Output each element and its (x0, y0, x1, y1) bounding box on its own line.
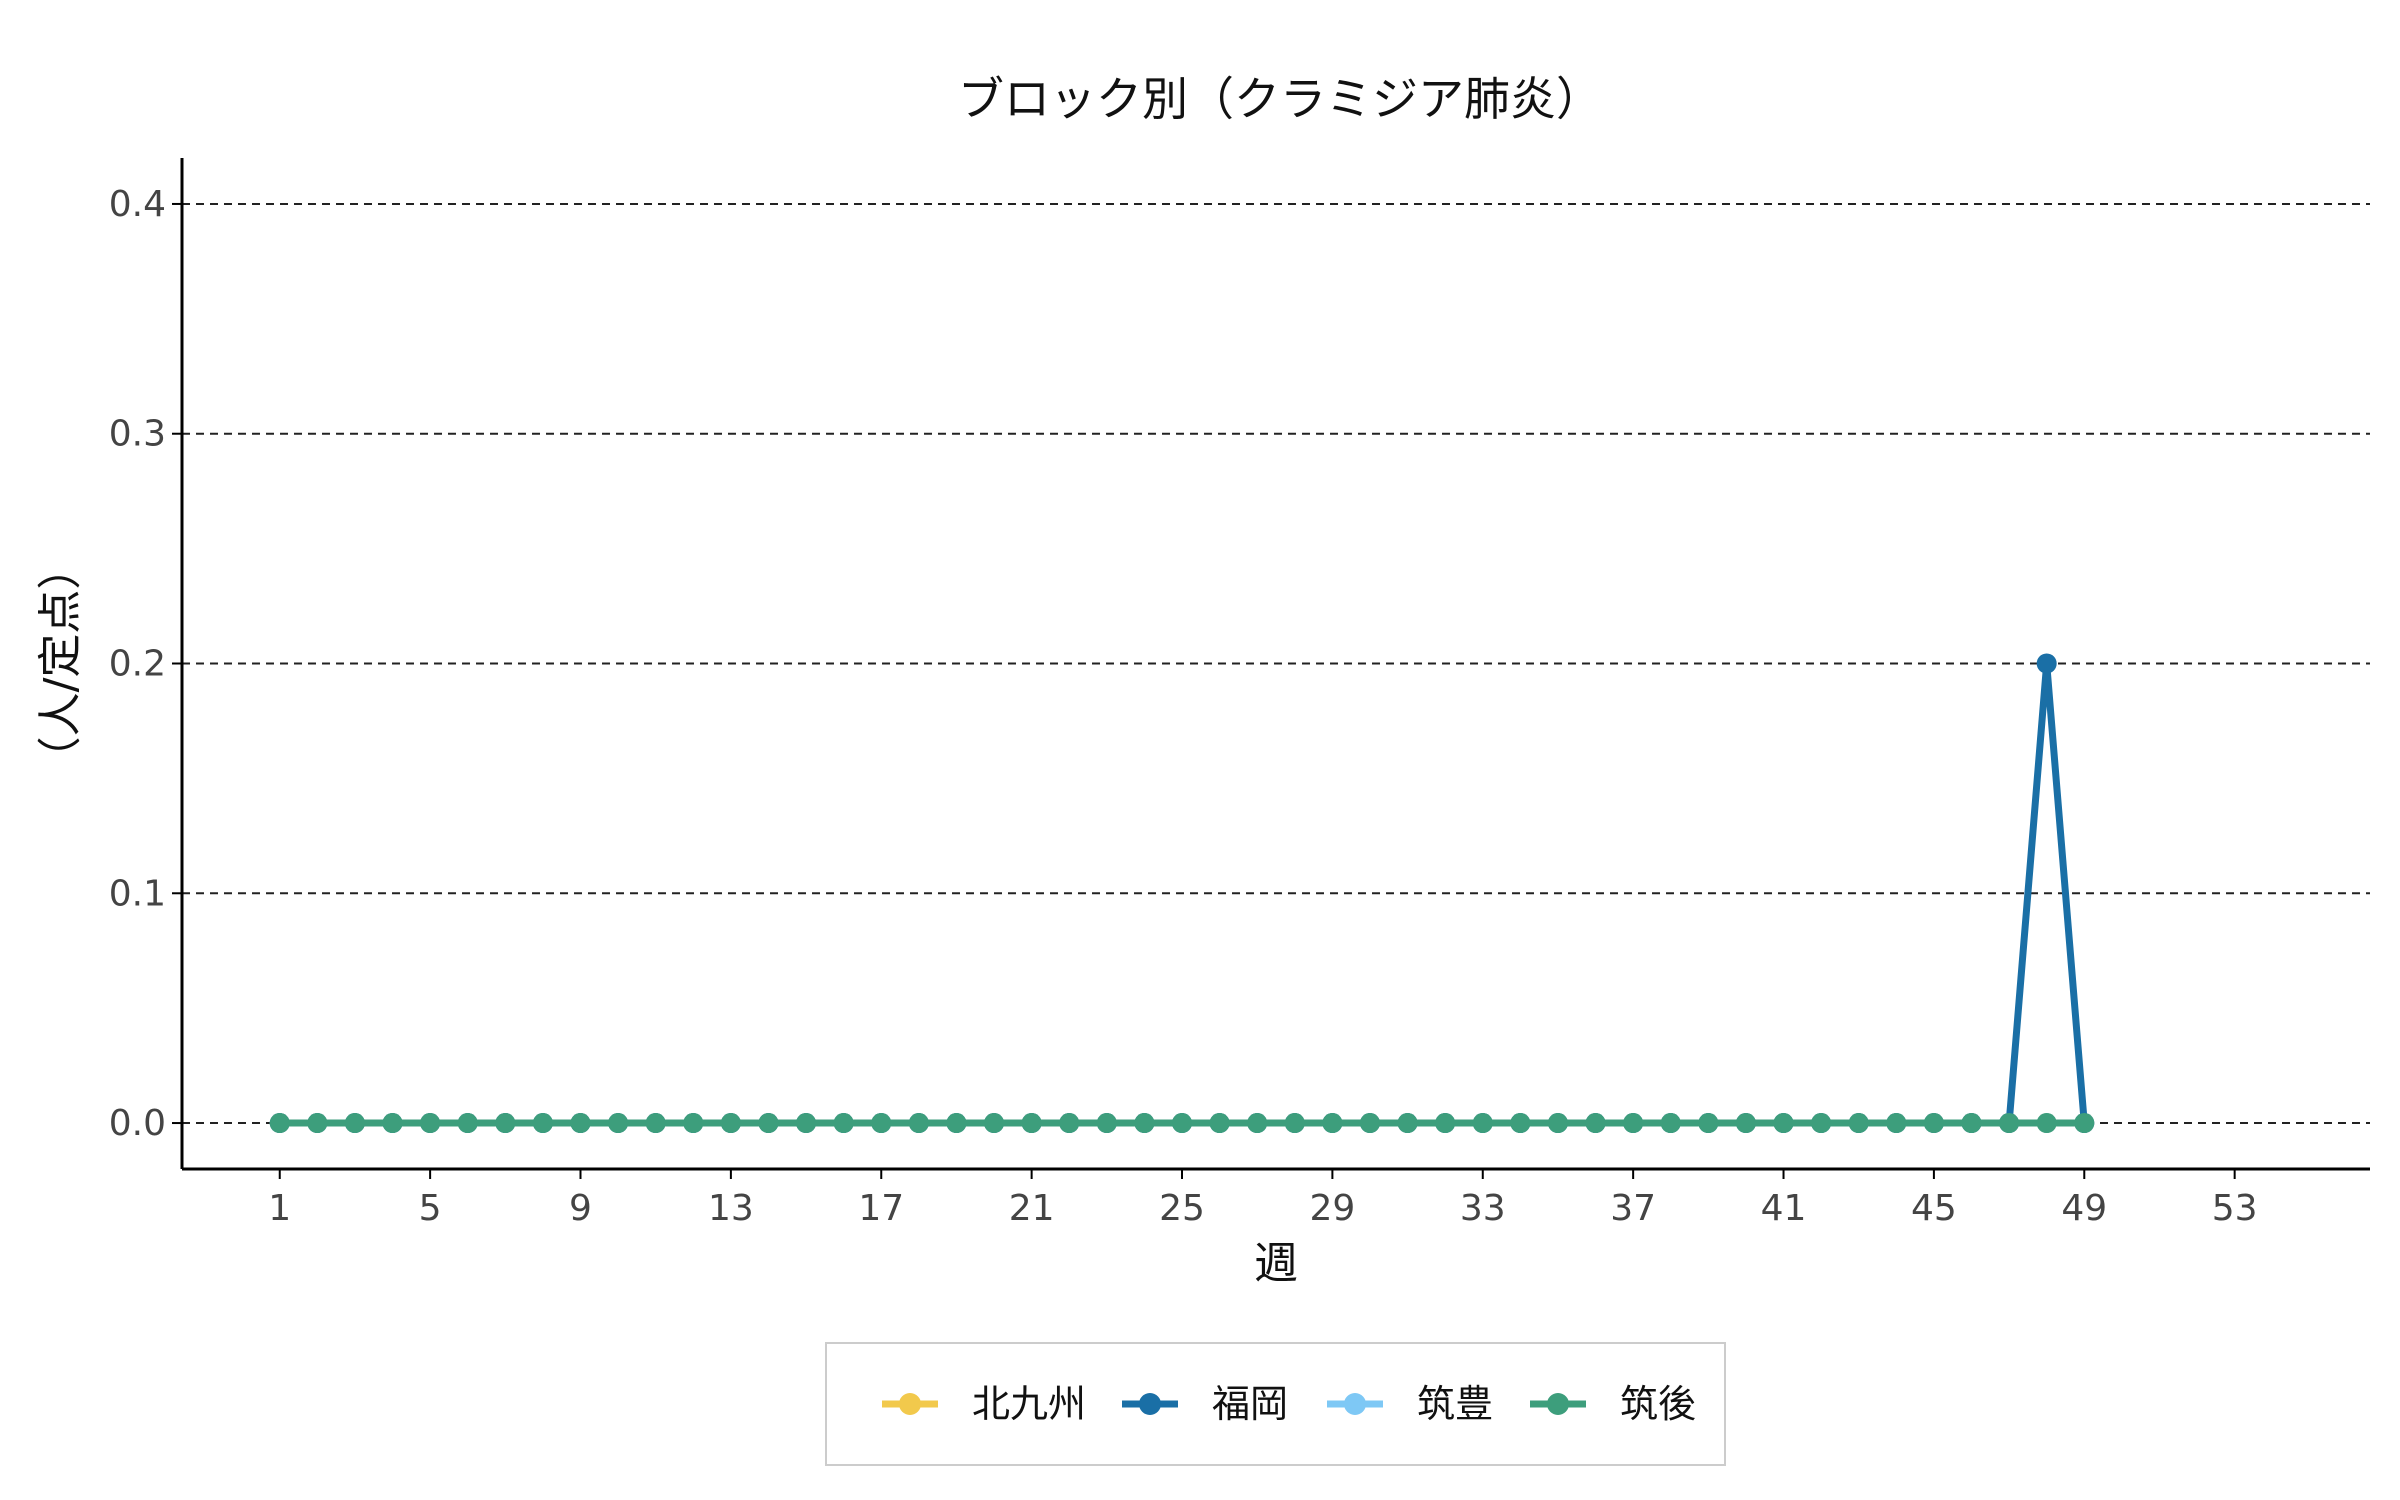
data-point (796, 1113, 817, 1134)
data-point (946, 1113, 967, 1134)
legend-item: 福岡 (1122, 1382, 1288, 1426)
data-point (1923, 1113, 1944, 1134)
x-tick-label: 41 (1761, 1188, 1807, 1229)
legend-label: 筑豊 (1417, 1382, 1493, 1426)
y-tick-label: 0.3 (109, 414, 166, 455)
data-point (1961, 1113, 1982, 1134)
data-point (1096, 1113, 1117, 1134)
data-point (1848, 1113, 1869, 1134)
legend-key-marker (1547, 1393, 1569, 1415)
x-axis-ticks: 1 5 9 13 17 21 25 29 33 37 41 45 49 53 (268, 1169, 2258, 1229)
data-point (1510, 1113, 1531, 1134)
legend-items: 北九州 福岡 筑豊 筑後 (882, 1382, 1696, 1426)
data-point (495, 1113, 516, 1134)
data-point (1397, 1113, 1418, 1134)
data-point (1021, 1113, 1042, 1134)
x-tick-label: 17 (858, 1188, 904, 1229)
x-tick-label: 9 (569, 1188, 592, 1229)
data-point (984, 1113, 1005, 1134)
data-point (1059, 1113, 1080, 1134)
x-tick-label: 29 (1309, 1188, 1355, 1229)
series-lines (269, 653, 2095, 1134)
data-point (1660, 1113, 1681, 1134)
y-axis-ticks: 0.0 0.1 0.2 0.3 0.4 (109, 184, 182, 1144)
data-point (758, 1113, 779, 1134)
y-tick-label: 0.0 (109, 1103, 166, 1144)
x-tick-label: 5 (419, 1188, 442, 1229)
data-point (1811, 1113, 1832, 1134)
x-tick-label: 25 (1159, 1188, 1205, 1229)
legend-label: 福岡 (1212, 1382, 1288, 1426)
data-point (608, 1113, 629, 1134)
data-point (1322, 1113, 1343, 1134)
data-point (1585, 1113, 1606, 1134)
data-point (1773, 1113, 1794, 1134)
y-tick-label: 0.2 (109, 644, 166, 685)
data-point (570, 1113, 591, 1134)
data-point (269, 1113, 290, 1134)
data-point (1172, 1113, 1193, 1134)
legend-label: 筑後 (1620, 1382, 1696, 1426)
data-point (2036, 653, 2057, 674)
data-point (1999, 1113, 2020, 1134)
data-point (420, 1113, 441, 1134)
data-point (307, 1113, 328, 1134)
legend-item: 北九州 (882, 1382, 1086, 1426)
legend-key-marker (1139, 1393, 1161, 1415)
data-point (1284, 1113, 1305, 1134)
chart-title: ブロック別（クラミジア肺炎） (958, 72, 1602, 126)
data-point (1735, 1113, 1756, 1134)
x-tick-label: 33 (1460, 1188, 1506, 1229)
data-point (1359, 1113, 1380, 1134)
data-point (1247, 1113, 1268, 1134)
y-tick-label: 0.4 (109, 184, 166, 225)
data-point (344, 1113, 365, 1134)
x-tick-label: 53 (2212, 1188, 2258, 1229)
x-tick-label: 1 (268, 1188, 291, 1229)
data-point (1134, 1113, 1155, 1134)
data-point (720, 1113, 741, 1134)
data-point (1623, 1113, 1644, 1134)
legend: 北九州 福岡 筑豊 筑後 (825, 1342, 1726, 1466)
data-point (1435, 1113, 1456, 1134)
legend-item: 筑後 (1530, 1382, 1696, 1426)
y-tick-label: 0.1 (109, 873, 166, 914)
data-point (1209, 1113, 1230, 1134)
data-point (2036, 1113, 2057, 1134)
data-point (1472, 1113, 1493, 1134)
data-point (871, 1113, 892, 1134)
data-point (382, 1113, 403, 1134)
data-point (683, 1113, 704, 1134)
data-point (2074, 1113, 2095, 1134)
x-axis-title: 週 (1254, 1238, 1298, 1289)
data-point (457, 1113, 478, 1134)
data-point (1698, 1113, 1719, 1134)
legend-key-marker (899, 1393, 921, 1415)
data-point (908, 1113, 929, 1134)
data-point (1886, 1113, 1907, 1134)
data-point (1547, 1113, 1568, 1134)
x-tick-label: 13 (708, 1188, 754, 1229)
x-tick-label: 21 (1009, 1188, 1055, 1229)
legend-item: 筑豊 (1327, 1382, 1493, 1426)
data-point (645, 1113, 666, 1134)
y-axis-title: （人/定点） (35, 546, 86, 781)
series-筑後 (269, 1113, 2095, 1134)
data-point (833, 1113, 854, 1134)
x-tick-label: 45 (1911, 1188, 1957, 1229)
legend-label: 北九州 (972, 1382, 1086, 1426)
data-point (532, 1113, 553, 1134)
x-tick-label: 49 (2061, 1188, 2107, 1229)
legend-key-marker (1344, 1393, 1366, 1415)
x-tick-label: 37 (1610, 1188, 1656, 1229)
